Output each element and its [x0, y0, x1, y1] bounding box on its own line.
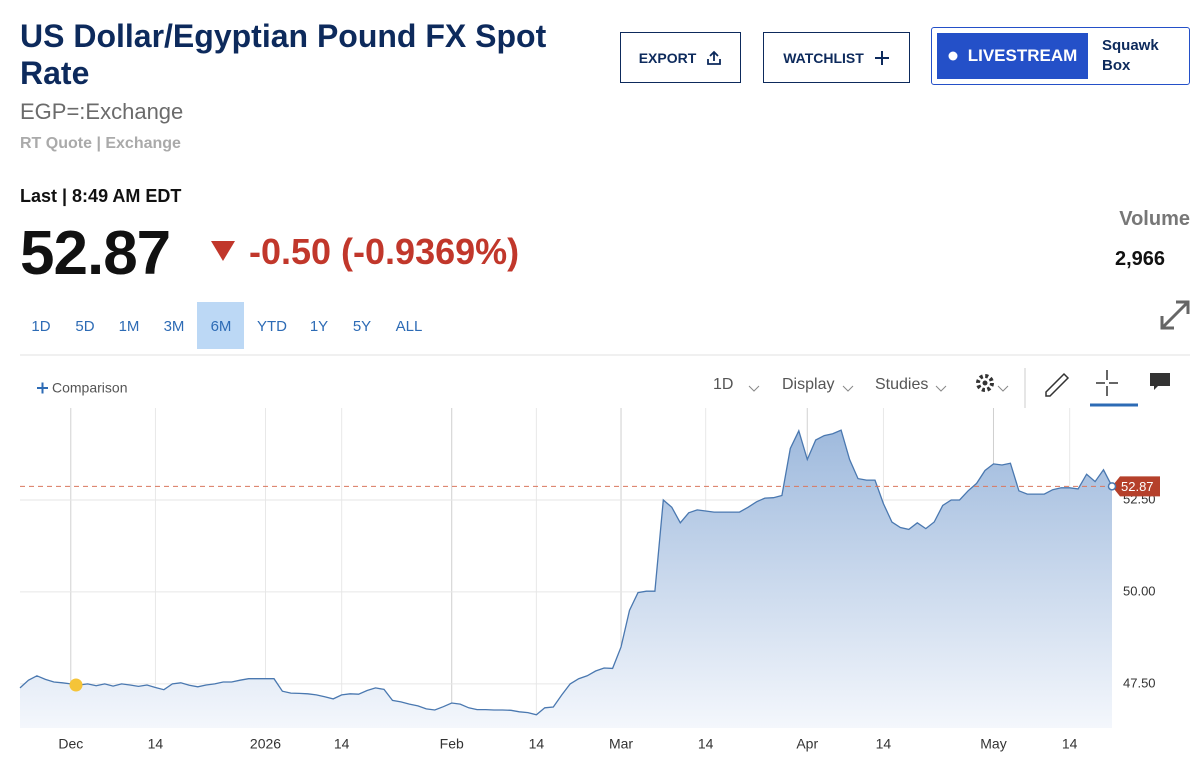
x-tick-label: May [980, 736, 1006, 752]
quote-type: RT Quote | Exchange [20, 135, 181, 152]
range-tab[interactable]: ALL [396, 318, 423, 335]
event-marker [69, 678, 83, 692]
y-tick-label: 47.50 [1123, 675, 1156, 690]
x-tick-label: 2026 [250, 736, 281, 752]
x-tick-label: 14 [334, 736, 350, 752]
squawk-label: Squawk Box [1102, 37, 1159, 74]
symbol: EGP=:Exchange [20, 99, 184, 124]
livestream-label: LIVESTREAM [967, 46, 1078, 65]
last-price-label: 52.87 [1121, 479, 1154, 494]
down-arrow [211, 241, 235, 261]
last-price-tag [1112, 476, 1160, 497]
last-point [1107, 482, 1117, 491]
display-menu[interactable]: Display [782, 376, 834, 393]
export-label: EXPORT [638, 49, 697, 66]
price-line [19, 428, 1113, 716]
price-change: -0.50 (-0.9369%) [249, 231, 520, 272]
price: 52.87 [20, 219, 171, 288]
last-label: Last | 8:49 AM EDT [20, 186, 182, 206]
chevron [748, 385, 760, 392]
comparison[interactable]: Comparison [52, 380, 127, 396]
interval-menu[interactable]: 1D [713, 376, 733, 393]
chevron [842, 385, 854, 392]
x-tick-label: Dec [58, 736, 83, 752]
crosshair-icon[interactable] [1096, 370, 1118, 396]
range-tab[interactable]: 3M [164, 318, 185, 335]
watchlist-button[interactable]: WATCHLIST [763, 32, 910, 83]
live-dot [948, 51, 958, 61]
export-icon [707, 50, 722, 65]
range-tab[interactable]: 5D [75, 318, 94, 335]
chevron [935, 385, 947, 392]
comment-icon[interactable] [1150, 373, 1170, 390]
settings-icon[interactable] [976, 374, 994, 392]
range-tab[interactable]: 6M [211, 318, 232, 335]
volume-label: Volume [1119, 208, 1190, 230]
x-tick-label: 14 [529, 736, 545, 752]
volume: 2,966 [1115, 248, 1166, 270]
x-tick-label: 14 [1062, 736, 1078, 752]
range-tab[interactable]: 1Y [310, 318, 328, 335]
comparison-plus[interactable] [37, 382, 48, 394]
expand-icon[interactable] [1160, 300, 1190, 330]
range-tab[interactable]: 1D [31, 318, 50, 335]
y-tick-label: 50.00 [1123, 583, 1156, 598]
studies-menu[interactable]: Studies [875, 376, 928, 393]
active-tab [197, 302, 244, 349]
x-tick-label: 14 [876, 736, 892, 752]
livestream-button[interactable]: LIVESTREAM [937, 33, 1088, 79]
chevron [997, 385, 1009, 392]
x-tick-label: Mar [609, 736, 633, 752]
range-tab[interactable]: 1M [119, 318, 140, 335]
range-tab[interactable]: 5Y [353, 318, 371, 335]
x-tick-label: 14 [698, 736, 714, 752]
plus-icon [874, 50, 889, 65]
x-tick-label: Feb [440, 736, 464, 752]
x-tick-label: 14 [148, 736, 164, 752]
area-fill [20, 430, 1112, 728]
export-button[interactable]: EXPORT [620, 32, 741, 83]
title: US Dollar/Egyptian Pound FX Spot Rate [20, 18, 547, 91]
draw-icon[interactable] [1045, 372, 1070, 397]
watchlist-label: WATCHLIST [783, 49, 864, 66]
livestream-widget[interactable]: LIVESTREAM Squawk Box [931, 27, 1190, 85]
x-tick-label: Apr [796, 736, 818, 752]
range-tab[interactable]: YTD [257, 318, 287, 335]
